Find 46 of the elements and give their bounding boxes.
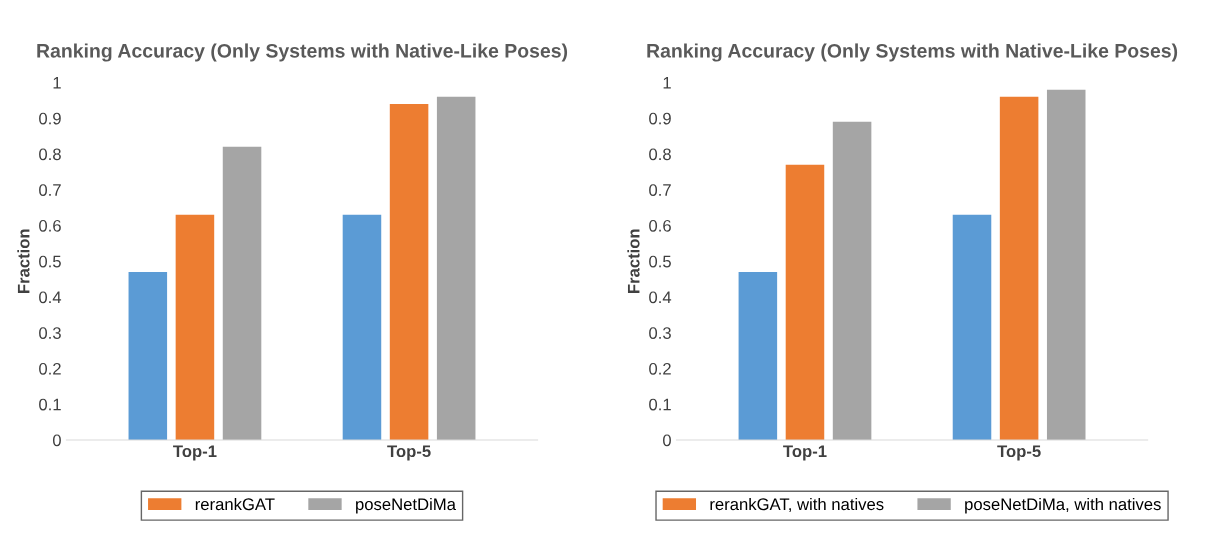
y-tick-label: 0.9 [649, 112, 671, 125]
bar [832, 121, 872, 440]
y-axis-title: Fraction [627, 229, 640, 294]
legend-label: rerankGAT, with natives [710, 497, 884, 513]
bar [389, 103, 429, 440]
bar [785, 164, 825, 440]
y-tick-label: 0 [52, 434, 61, 447]
y-tick-label: 0.1 [649, 398, 671, 411]
y-tick-label: 0.5 [39, 255, 61, 268]
chart-title: Ranking Accuracy (Only Systems with Native-Like Poses) [37, 43, 568, 62]
y-tick-label: 0.2 [649, 362, 671, 375]
x-tick-label: Top-1 [173, 445, 217, 461]
y-tick-label: 0.7 [39, 184, 61, 196]
x-tick-label: Top-5 [387, 445, 431, 461]
y-tick-label: 0.4 [649, 291, 672, 304]
legend-label: poseNetDiMa, with natives [965, 497, 1161, 514]
y-tick-label: 0.7 [649, 184, 671, 196]
y-tick-label: 0.6 [39, 219, 61, 232]
y-tick-label: 0.6 [649, 219, 671, 232]
y-tick-label: 1 [53, 77, 61, 89]
bar [175, 214, 215, 440]
y-tick-label: 0 [663, 434, 671, 447]
legend-label: rerankGAT [195, 497, 275, 511]
bar [222, 146, 262, 440]
y-tick-label: 0.1 [39, 398, 61, 411]
y-tick-label: 0.8 [39, 148, 61, 161]
y-tick-label: 0.5 [649, 255, 671, 268]
y-tick-label: 0.8 [649, 148, 671, 161]
x-tick-label: Top-5 [997, 445, 1041, 461]
y-tick-label: 1 [663, 77, 671, 89]
y-tick-label: 0.4 [39, 291, 62, 304]
bar [999, 96, 1039, 440]
y-tick-label: 0.3 [39, 327, 61, 339]
bar [342, 214, 382, 440]
y-tick-label: 0.2 [39, 362, 61, 375]
bar [1046, 89, 1086, 440]
chart-title: Ranking Accuracy (Only Systems with Native-Like Poses) [647, 43, 1178, 62]
bar [738, 271, 778, 440]
y-axis-title: Fraction [17, 229, 30, 294]
x-tick-label: Top-1 [783, 445, 827, 461]
y-tick-label: 0.9 [39, 112, 61, 125]
bar [128, 271, 168, 440]
bar [952, 214, 992, 440]
legend-label: poseNetDiMa [356, 497, 456, 514]
y-tick-label: 0.3 [649, 327, 671, 339]
bar [436, 96, 476, 440]
